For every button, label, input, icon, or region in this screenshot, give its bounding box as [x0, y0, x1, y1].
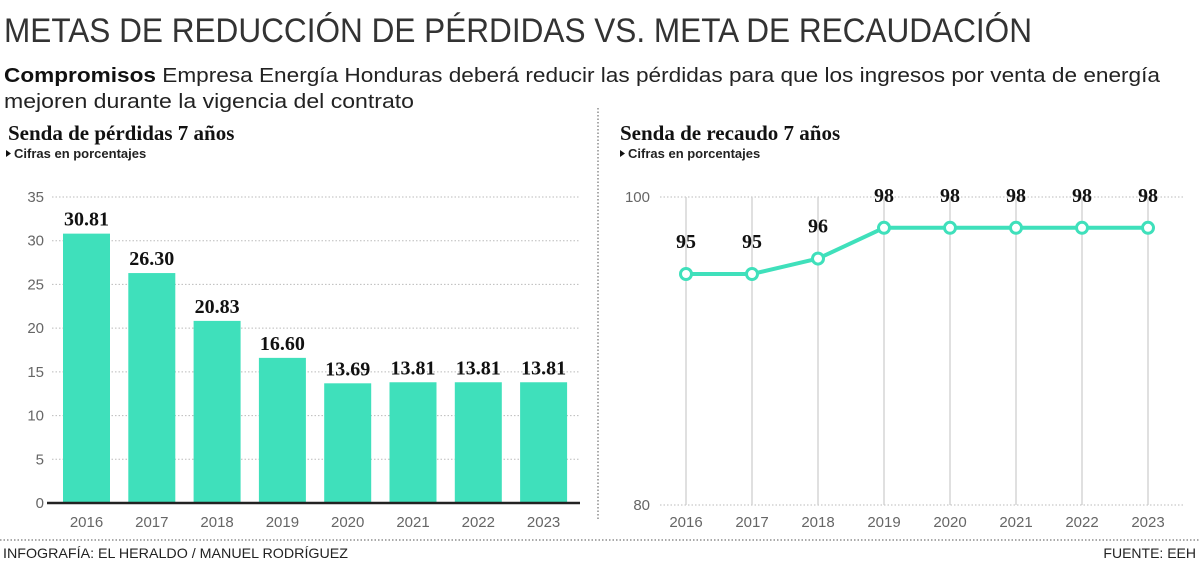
data-label: 30.81 — [64, 209, 109, 231]
data-point-2020 — [943, 220, 957, 235]
y-tick-label: 100 — [625, 189, 650, 206]
x-tick-label: 2018 — [200, 514, 233, 531]
series-line — [686, 225, 1148, 276]
data-label: 13.81 — [391, 357, 436, 379]
x-tick-label: 2022 — [462, 514, 495, 531]
right-chart-title: Senda de recaudo 7 años — [620, 121, 840, 145]
y-tick-label: 80 — [633, 497, 650, 514]
data-label: 95 — [742, 231, 762, 253]
line-chart: 80 100 2016 2017 2018 2019 2020 2021 2022 2023 95 9… — [625, 185, 1185, 531]
data-label: 98 — [1006, 185, 1026, 207]
intro-line-1: Compromisos Empresa Energía Honduras deb… — [4, 65, 1161, 87]
y-tick-label: 5 — [36, 451, 44, 468]
x-tick-label: 2023 — [527, 514, 560, 531]
data-point-2017 — [745, 267, 759, 281]
data-label: 26.30 — [129, 248, 174, 270]
left-chart-subtitle: Cifras en porcentajes — [14, 146, 146, 161]
data-label: 20.83 — [195, 296, 240, 318]
y-tick-label: 15 — [27, 364, 44, 381]
x-tick-label: 2019 — [266, 514, 299, 531]
bar-2017 — [128, 273, 176, 503]
data-label: 98 — [1072, 185, 1092, 207]
y-tick-label: 35 — [27, 189, 44, 206]
y-tick-label: 25 — [27, 276, 44, 293]
x-tick-label: 2016 — [669, 514, 702, 531]
x-tick-label: 2023 — [1131, 514, 1164, 531]
main-title: METAS DE REDUCCIÓN DE PÉRDIDAS VS. META … — [4, 12, 1032, 50]
x-tick-label: 2016 — [70, 514, 103, 531]
data-label: 13.81 — [456, 357, 501, 379]
x-tick-label: 2022 — [1065, 514, 1098, 531]
credit: INFOGRAFÍA: EL HERALDO / MANUEL RODRÍGUE… — [3, 545, 348, 561]
data-label: 95 — [676, 231, 696, 253]
bullet-arrow-icon — [6, 150, 11, 157]
x-tick-label: 2021 — [999, 514, 1032, 531]
bar-2020 — [324, 383, 372, 503]
data-point-2023 — [1141, 220, 1155, 235]
y-tick-label: 10 — [27, 408, 44, 425]
x-tick-label: 2017 — [135, 514, 168, 531]
data-label: 98 — [940, 185, 960, 207]
right-chart-subtitle: Cifras en porcentajes — [628, 146, 760, 161]
intro-lead: Compromisos — [4, 65, 156, 87]
data-label: 98 — [874, 185, 894, 207]
data-point-2021 — [1009, 220, 1023, 235]
x-tick-label: 2020 — [933, 514, 966, 531]
bar-chart: 0 5 10 15 20 25 30 35 30.81 2016 26.30 2017 20.83 201… — [27, 189, 580, 531]
x-tick-label: 2020 — [331, 514, 364, 531]
bar-2021 — [389, 382, 437, 503]
data-point-2018 — [811, 251, 825, 266]
x-tick-label: 2018 — [801, 514, 834, 531]
bar-2018 — [193, 320, 241, 503]
data-label: 98 — [1138, 185, 1158, 207]
data-point-2022 — [1075, 220, 1089, 235]
data-label: 96 — [808, 216, 828, 238]
intro-text: Empresa Energía Honduras deberá reducir … — [156, 65, 1161, 87]
intro-line-2: mejoren durante la vigencia del contrato — [4, 91, 414, 113]
bar-2022 — [454, 382, 502, 503]
bullet-arrow-icon — [620, 150, 625, 157]
y-tick-label: 20 — [27, 320, 44, 337]
data-point-2016 — [679, 267, 693, 281]
source: FUENTE: EEH — [1103, 545, 1196, 561]
bar-2016 — [63, 233, 110, 503]
x-tick-label: 2021 — [396, 514, 429, 531]
data-label: 16.60 — [260, 333, 305, 355]
y-tick-label: 0 — [36, 495, 44, 512]
x-tick-label: 2019 — [867, 514, 900, 531]
bar-2023 — [520, 382, 568, 503]
data-label: 13.69 — [325, 358, 370, 380]
data-label: 13.81 — [521, 357, 566, 379]
data-point-2019 — [877, 220, 891, 235]
x-tick-label: 2017 — [735, 514, 768, 531]
left-chart-title: Senda de pérdidas 7 años — [8, 121, 234, 145]
y-tick-label: 30 — [27, 233, 44, 250]
bar-2019 — [258, 357, 306, 503]
